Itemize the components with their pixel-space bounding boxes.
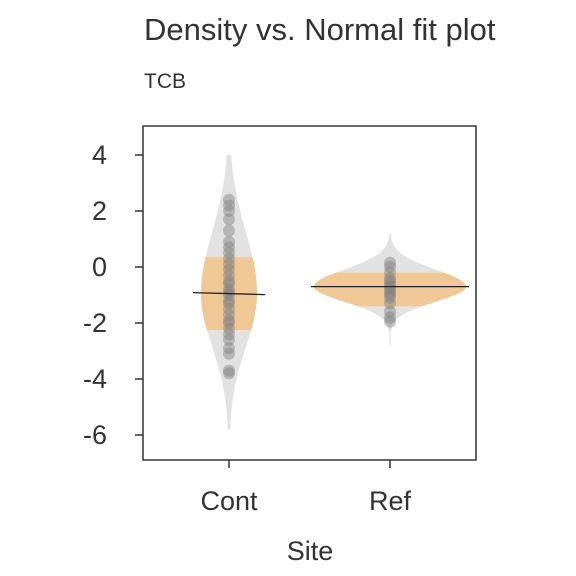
data-point bbox=[223, 252, 235, 265]
data-point bbox=[384, 297, 396, 310]
data-point bbox=[223, 297, 235, 310]
data-point bbox=[223, 317, 235, 329]
data-point bbox=[223, 367, 235, 380]
data-point bbox=[223, 294, 235, 307]
data-point bbox=[223, 333, 235, 346]
data-point bbox=[223, 269, 235, 282]
violin-ref bbox=[311, 233, 469, 346]
violin-cont bbox=[192, 155, 266, 430]
data-point bbox=[223, 241, 235, 254]
y-tick-label: 0 bbox=[92, 252, 107, 282]
data-point bbox=[223, 213, 235, 226]
data-point bbox=[223, 277, 235, 290]
data-point bbox=[223, 235, 235, 248]
data-point bbox=[384, 286, 396, 299]
data-point bbox=[223, 364, 235, 377]
data-point bbox=[223, 322, 235, 335]
data-point bbox=[223, 308, 235, 321]
chart-subtitle: TCB bbox=[144, 70, 186, 93]
violins-layer bbox=[192, 155, 469, 430]
data-point bbox=[223, 328, 235, 341]
x-tick-label: Ref bbox=[369, 486, 412, 516]
y-tick-label: -4 bbox=[83, 364, 107, 394]
y-tick-label: -2 bbox=[83, 308, 107, 338]
chart-title: Density vs. Normal fit plot bbox=[144, 12, 496, 47]
data-point bbox=[384, 272, 396, 285]
data-point bbox=[223, 347, 235, 360]
x-axis-label: Site bbox=[287, 536, 334, 566]
data-point bbox=[384, 305, 396, 318]
data-point bbox=[223, 275, 235, 287]
data-point bbox=[384, 315, 396, 328]
y-tick-label: 2 bbox=[92, 196, 107, 226]
data-point bbox=[384, 256, 396, 269]
data-point bbox=[384, 266, 396, 279]
data-point bbox=[223, 263, 235, 276]
x-tick-label: Cont bbox=[200, 486, 258, 516]
y-tick-label: -6 bbox=[83, 420, 107, 450]
y-axis: 4 2 0 -2 -4 -6 bbox=[83, 140, 143, 450]
data-point bbox=[384, 289, 396, 301]
data-point bbox=[384, 275, 396, 287]
data-point bbox=[384, 291, 396, 304]
mean-line bbox=[192, 291, 266, 296]
data-point bbox=[223, 342, 235, 355]
data-point bbox=[223, 205, 235, 217]
data-point bbox=[223, 286, 235, 299]
data-point bbox=[223, 283, 235, 296]
data-point bbox=[223, 303, 235, 315]
data-point bbox=[223, 314, 235, 327]
data-point bbox=[223, 199, 235, 212]
data-point bbox=[223, 247, 235, 259]
data-point bbox=[223, 193, 235, 206]
data-point bbox=[384, 261, 396, 273]
plot-frame bbox=[142, 125, 477, 461]
y-tick-label: 4 bbox=[92, 140, 107, 170]
data-point bbox=[223, 289, 235, 301]
data-point bbox=[223, 258, 235, 271]
x-axis: Cont Ref bbox=[200, 460, 411, 516]
data-point bbox=[223, 224, 235, 237]
data-point bbox=[384, 311, 396, 324]
